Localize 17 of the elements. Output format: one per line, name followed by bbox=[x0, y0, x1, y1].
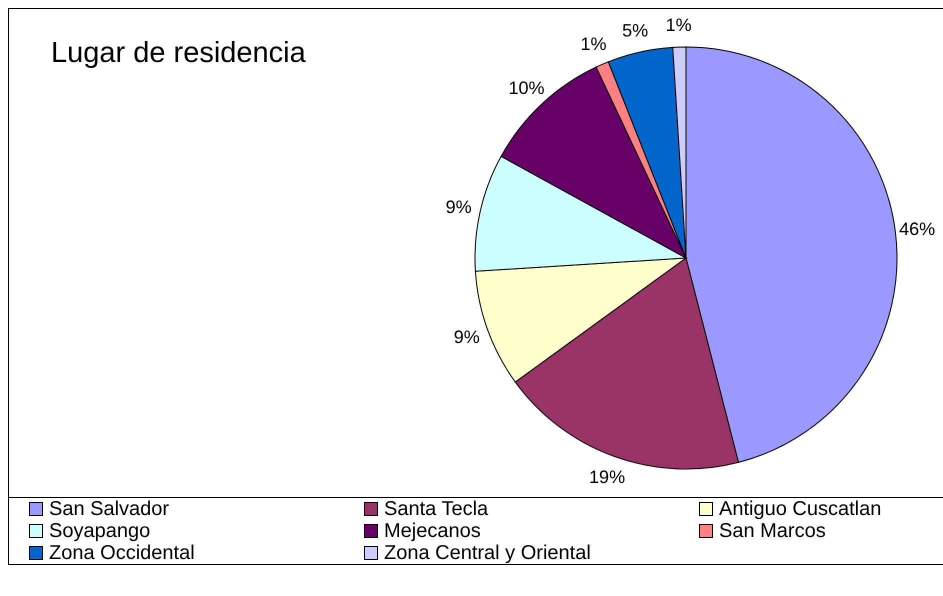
data-label: 1% bbox=[666, 15, 692, 36]
data-label: 19% bbox=[589, 467, 626, 488]
data-label: 9% bbox=[454, 326, 480, 347]
data-label: 9% bbox=[446, 197, 472, 218]
legend-label: San Marcos bbox=[719, 520, 826, 542]
text: Lugar de residencia bbox=[51, 37, 306, 70]
data-label: 46% bbox=[899, 218, 936, 239]
data-label: 10% bbox=[508, 78, 545, 98]
legend-label: Zona Central y Oriental bbox=[384, 542, 591, 564]
legend-label: Zona Occidental bbox=[49, 542, 195, 564]
legend-label: Mejecanos bbox=[384, 520, 481, 542]
legend-label: Santa Tecla bbox=[384, 498, 488, 520]
legend-label: San Salvador bbox=[49, 498, 170, 520]
legend-label: Antiguo Cuscatlan bbox=[719, 498, 882, 520]
data-label: 1% bbox=[580, 34, 606, 54]
data-label: 5% bbox=[622, 20, 648, 41]
legend-label: Soyapango bbox=[49, 520, 150, 542]
